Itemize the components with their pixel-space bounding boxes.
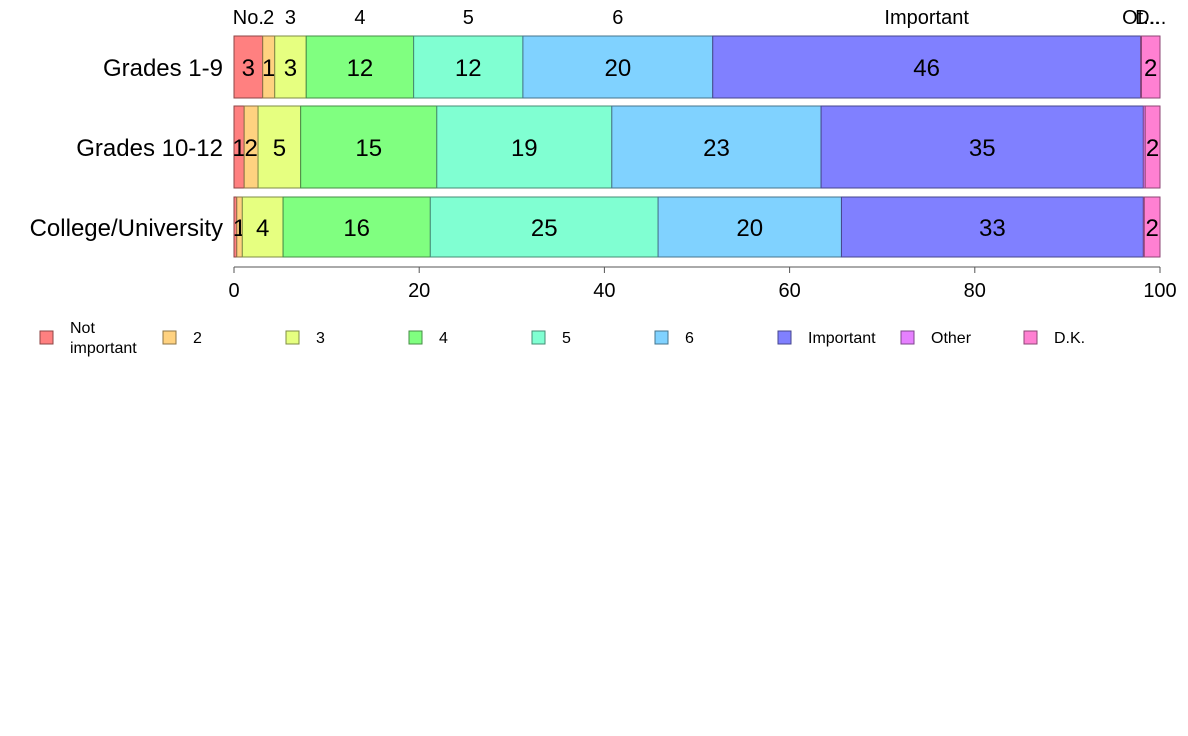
legend-swatch <box>531 330 546 345</box>
data-label: 2 <box>1145 215 1158 242</box>
bars: 3 1 3 12 12 20 46 212 5 15 19 23 35 21 4 16 25 20 33 2 <box>232 35 1161 258</box>
legend-label: 2 <box>193 330 202 347</box>
legend-label: Not important <box>70 320 137 357</box>
legend-swatch <box>654 330 669 345</box>
bar-segment <box>820 105 1144 189</box>
bar-segment <box>522 35 714 99</box>
top-series-label: Important <box>884 7 969 29</box>
legend-label: 5 <box>562 330 571 347</box>
bar-segment <box>840 196 1144 258</box>
top-series-label: Ot... <box>1122 7 1160 29</box>
bar-segment <box>429 196 659 258</box>
legend-swatch <box>408 330 423 345</box>
data-label: 4 <box>256 215 269 242</box>
data-label: 1 <box>262 55 275 82</box>
data-label: 2 <box>1146 135 1159 162</box>
legend-swatch <box>1023 330 1038 345</box>
bar-segment <box>436 105 613 189</box>
data-label: 1 <box>232 135 245 162</box>
data-label: 2 <box>1144 55 1157 82</box>
legend-label: Other <box>931 330 972 347</box>
data-label: 20 <box>736 215 763 242</box>
data-label: 25 <box>531 215 558 242</box>
legend-label: 4 <box>439 330 448 347</box>
category-label: Grades 1-9 <box>103 55 223 82</box>
data-label: 12 <box>347 55 374 82</box>
row-labels: Grades 1-9 Grades 10-12 College/University <box>30 55 223 242</box>
data-label: 23 <box>703 135 730 162</box>
legend-swatch <box>900 330 915 345</box>
top-series-label: 6 <box>612 7 623 29</box>
data-label: 5 <box>273 135 286 162</box>
data-label: 15 <box>355 135 382 162</box>
legend-swatch <box>285 330 300 345</box>
data-label: 19 <box>511 135 538 162</box>
top-series-label: 4 <box>354 7 365 29</box>
bar-segment <box>712 35 1142 99</box>
legend-label: 3 <box>316 330 325 347</box>
bar-segment <box>657 196 842 258</box>
legend-label: 6 <box>685 330 694 347</box>
bar-segment <box>241 196 284 258</box>
x-tick-label: 0 <box>228 280 239 302</box>
bar-segment <box>1140 35 1161 99</box>
data-label: 2 <box>244 135 257 162</box>
bar-segment <box>257 105 302 189</box>
category-label: Grades 10-12 <box>76 135 223 162</box>
top-category-labels: No. 2 3 4 5 6 Important Ot...D... <box>233 7 1167 29</box>
data-label: 12 <box>455 55 482 82</box>
data-label: 33 <box>979 215 1006 242</box>
legend-label: Important <box>808 330 876 347</box>
data-label: 35 <box>969 135 996 162</box>
data-label: 16 <box>343 215 370 242</box>
x-tick-label: 80 <box>964 280 986 302</box>
data-label: 46 <box>913 55 940 82</box>
x-tick-label: 60 <box>778 280 800 302</box>
legend-label: D.K. <box>1054 330 1085 347</box>
data-label: 20 <box>604 55 631 82</box>
top-series-label: 3 <box>285 7 296 29</box>
bar-segment <box>1143 196 1161 258</box>
bar-segment <box>282 196 431 258</box>
x-tick-label: 20 <box>408 280 430 302</box>
data-label: 3 <box>284 55 297 82</box>
top-series-label: 5 <box>463 7 474 29</box>
top-series-label: No. <box>233 7 264 29</box>
legend-swatch <box>162 330 177 345</box>
x-axis: 0 20 40 60 80 100 <box>228 266 1177 302</box>
top-series-label: 2 <box>263 7 274 29</box>
legend-swatch <box>777 330 792 345</box>
x-tick-label: 100 <box>1143 280 1176 302</box>
bar-segment <box>1144 105 1161 189</box>
category-label: College/University <box>30 215 223 242</box>
bar-segment <box>300 105 438 189</box>
bar-segment <box>413 35 524 99</box>
data-label: 3 <box>242 55 255 82</box>
legend-swatch <box>39 330 54 345</box>
top-series-label: D... <box>1135 7 1166 29</box>
legend: Not important 2 3 4 5 6 Important Other D.K. <box>39 320 1085 357</box>
x-tick-label: 40 <box>593 280 615 302</box>
bar-segment <box>305 35 415 99</box>
bar-segment <box>611 105 822 189</box>
